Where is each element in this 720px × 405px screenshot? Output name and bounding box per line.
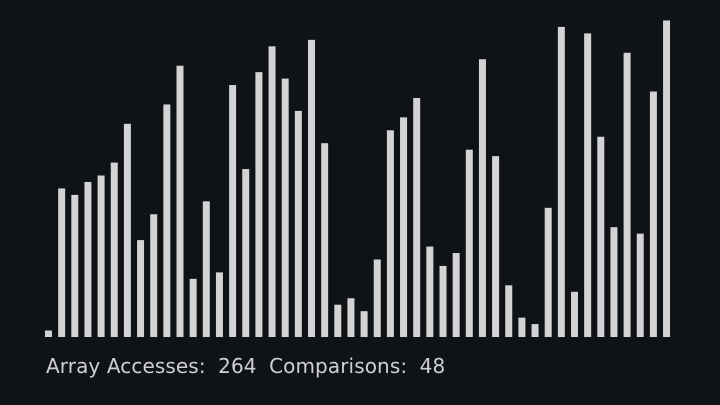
array-bar xyxy=(123,123,131,337)
array-bar xyxy=(492,156,500,337)
array-bar xyxy=(663,20,671,338)
array-bar xyxy=(268,46,276,338)
array-bar xyxy=(465,149,473,337)
array-bar xyxy=(294,110,302,338)
array-bar xyxy=(531,324,539,337)
array-bar xyxy=(360,311,368,337)
array-bar xyxy=(321,143,329,337)
array-bar xyxy=(426,246,434,337)
array-bar xyxy=(544,207,552,337)
array-bar xyxy=(347,298,355,337)
array-bar xyxy=(84,181,92,337)
array-bar xyxy=(189,278,197,337)
array-bar xyxy=(229,85,237,337)
array-bar xyxy=(386,130,394,337)
array-bar xyxy=(163,104,171,337)
array-bar xyxy=(58,188,66,337)
array-bar xyxy=(505,285,513,337)
array-bar xyxy=(308,39,315,338)
stats-line: Array Accesses: 264 Comparisons: 48 xyxy=(46,354,445,378)
array-bar xyxy=(255,72,263,337)
array-accesses-value: 264 xyxy=(218,354,257,378)
array-bar xyxy=(242,169,250,337)
array-bar xyxy=(452,253,460,337)
array-bar xyxy=(215,272,223,337)
array-bar xyxy=(45,330,52,337)
array-bar xyxy=(557,26,565,337)
array-bar xyxy=(439,265,447,337)
array-bar xyxy=(373,259,381,337)
array-bar xyxy=(137,240,145,337)
array-bar xyxy=(584,33,592,337)
array-bar xyxy=(150,214,158,337)
array-bar xyxy=(97,175,105,337)
array-bar xyxy=(571,291,578,337)
array-bar xyxy=(518,317,526,337)
array-accesses-label: Array Accesses: xyxy=(46,354,206,378)
array-bar xyxy=(623,52,631,337)
array-bar xyxy=(597,136,605,337)
array-bars xyxy=(45,20,671,338)
array-bar xyxy=(110,162,118,337)
array-bar xyxy=(334,304,342,337)
array-bar xyxy=(281,78,289,337)
array-bar xyxy=(636,233,644,337)
array-bar xyxy=(413,97,421,337)
array-bar xyxy=(71,194,79,337)
comparisons-label: Comparisons: xyxy=(269,354,408,378)
array-bar xyxy=(649,91,657,338)
array-bar xyxy=(202,201,210,337)
array-bar xyxy=(610,227,618,337)
array-bar xyxy=(478,59,486,337)
comparisons-value: 48 xyxy=(419,354,446,378)
array-bar xyxy=(176,65,184,338)
array-bar xyxy=(400,117,408,337)
